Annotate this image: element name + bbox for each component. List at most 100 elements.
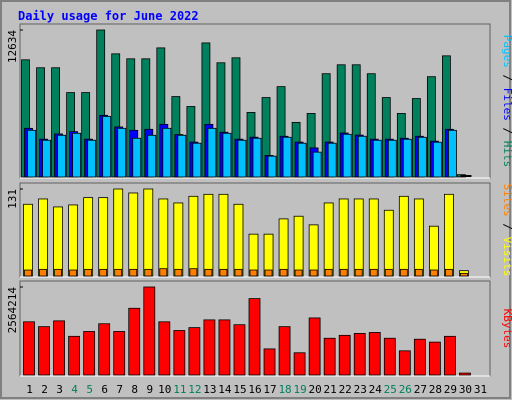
bar (192, 142, 202, 178)
bar (323, 337, 336, 376)
bar (398, 350, 411, 376)
bar (57, 134, 66, 178)
x-tick-label: 18 (278, 383, 291, 396)
bar (413, 338, 426, 376)
bar (27, 129, 36, 178)
bar (459, 372, 471, 376)
bar (177, 134, 187, 178)
x-tick-label: 25 (384, 383, 397, 396)
bar (38, 198, 48, 277)
x-tick-label: 8 (131, 383, 138, 396)
bar (432, 141, 442, 178)
x-tick-label: 15 (233, 383, 246, 396)
bar (207, 127, 217, 178)
bar (327, 142, 337, 178)
x-tick-label: 24 (369, 383, 383, 396)
x-tick-label: 14 (218, 383, 232, 396)
bar (354, 268, 363, 277)
bar (129, 268, 138, 277)
bar (369, 268, 378, 277)
bar (222, 132, 232, 178)
legend-separator: / (501, 121, 512, 141)
bar (39, 268, 47, 277)
bar (99, 268, 108, 277)
bar (384, 268, 393, 277)
bar (249, 269, 258, 277)
bar (372, 139, 382, 178)
bar (188, 195, 199, 277)
x-tick-label: 22 (339, 383, 352, 396)
legend: Sites / Visits (501, 184, 512, 277)
x-tick-label: 23 (354, 383, 367, 396)
bar (234, 268, 243, 277)
bar (294, 269, 303, 277)
x-tick-label: 12 (188, 383, 201, 396)
legend: KBytes (501, 309, 512, 349)
bar (282, 136, 292, 178)
bar (293, 215, 304, 277)
x-tick-label: 28 (429, 383, 442, 396)
x-tick-label: 10 (158, 383, 171, 396)
x-tick-label: 7 (116, 383, 123, 396)
bar (162, 127, 172, 178)
bar (204, 268, 213, 277)
bar (53, 320, 65, 376)
bar (132, 137, 142, 178)
x-tick-label: 11 (173, 383, 186, 396)
bar (233, 203, 244, 277)
bar (448, 129, 457, 178)
bar (383, 209, 394, 277)
bar (203, 319, 216, 376)
bar (69, 269, 78, 277)
x-tick-label: 27 (414, 383, 427, 396)
bar (84, 268, 93, 277)
x-tick-label: 13 (203, 383, 216, 396)
bar (87, 139, 97, 178)
y-tick-label: 12634 (6, 30, 19, 63)
bar (413, 198, 424, 277)
x-tick-label: 6 (101, 383, 108, 396)
bar (353, 198, 364, 277)
bar (98, 323, 111, 376)
bar (445, 268, 453, 277)
bar (218, 193, 229, 277)
bar (383, 337, 396, 376)
bar (173, 202, 184, 277)
bar (297, 142, 307, 178)
bar (309, 269, 318, 277)
x-tick-label: 17 (263, 383, 276, 396)
bar (339, 268, 348, 277)
legend-separator: / (501, 217, 512, 237)
bar (237, 139, 247, 178)
legend-entry: Pages (501, 35, 512, 68)
legend-entry: Visits (501, 237, 512, 277)
x-tick-label: 3 (56, 383, 63, 396)
bar (128, 307, 141, 376)
bar (267, 155, 277, 178)
bar (293, 352, 306, 376)
legend-entry: Sites (501, 184, 512, 217)
bar (83, 197, 94, 277)
bar (23, 321, 35, 376)
bar (113, 331, 126, 376)
bar (460, 272, 468, 277)
bar (417, 136, 427, 178)
bar (24, 269, 32, 277)
bar (98, 197, 109, 277)
x-tick-label: 26 (399, 383, 412, 396)
bar (264, 269, 273, 277)
bar (117, 127, 127, 178)
x-tick-label: 20 (309, 383, 322, 396)
legend-entry: Hits (501, 141, 512, 168)
bar (279, 268, 288, 277)
bar (203, 193, 214, 277)
bar (368, 198, 379, 277)
x-tick-label: 21 (324, 383, 337, 396)
bar (248, 298, 261, 376)
x-tick-label: 5 (86, 383, 93, 396)
bar (72, 132, 82, 178)
x-tick-label: 29 (444, 383, 457, 396)
x-tick-label: 30 (459, 383, 472, 396)
